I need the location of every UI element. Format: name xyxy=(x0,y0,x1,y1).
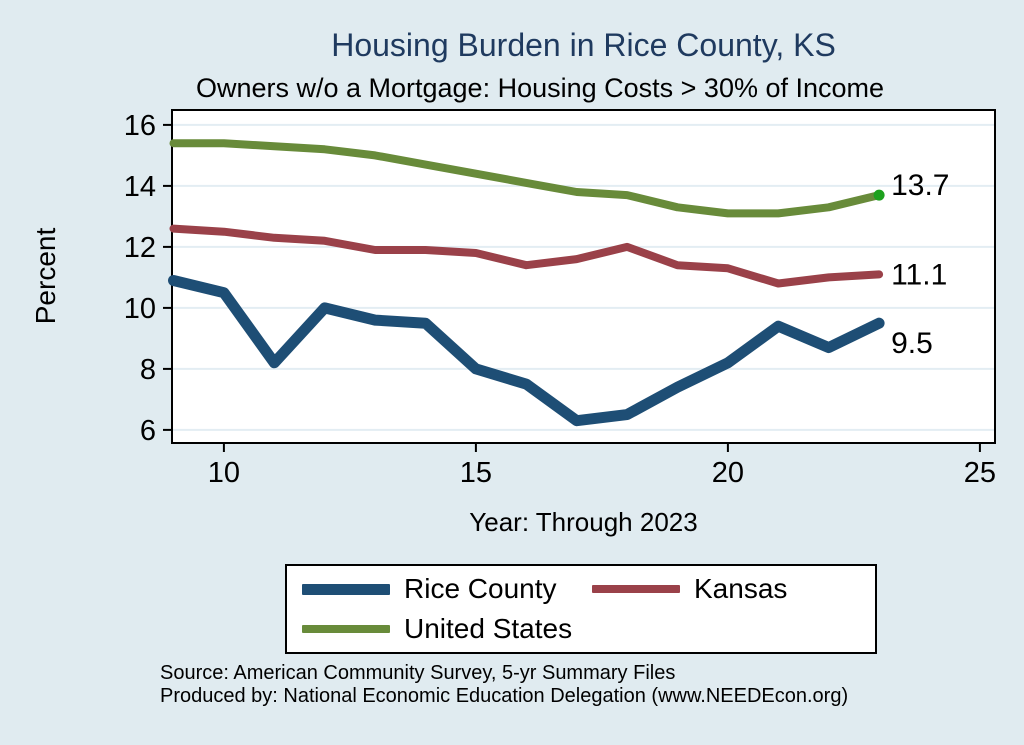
legend-label-united-states: United States xyxy=(404,613,573,644)
legend-label-kansas: Kansas xyxy=(694,573,788,604)
source-note: Source: American Community Survey, 5-yr … xyxy=(160,662,848,708)
legend-label-rice-county: Rice County xyxy=(404,573,557,604)
y-tick-label-16: 16 xyxy=(124,110,156,142)
series-line-kansas xyxy=(169,224,884,288)
end-value-label-united-states: 13.7 xyxy=(891,169,949,202)
last-point-marker-united-states xyxy=(873,189,885,201)
legend-swatch-rice-county xyxy=(302,583,390,595)
x-axis-label: Year: Through 2023 xyxy=(469,507,698,537)
x-tick-label-10: 10 xyxy=(208,457,240,489)
series-line-united-states xyxy=(169,139,884,218)
legend-item-kansas: Kansas xyxy=(592,573,875,605)
line-chart: 6 8 10 12 14 16 10 15 20 25 9.5 11.1 13.7 xyxy=(124,109,996,489)
y-tick-label-6: 6 xyxy=(140,415,156,447)
y-tick-label-8: 8 xyxy=(140,354,156,386)
series-line-rice-county xyxy=(168,275,885,427)
source-line-1: Source: American Community Survey, 5-yr … xyxy=(160,662,676,684)
legend-item-rice-county: Rice County xyxy=(302,573,592,605)
y-tick-label-14: 14 xyxy=(124,171,156,203)
x-tick-label-25: 25 xyxy=(964,457,996,489)
legend-item-united-states: United States xyxy=(302,613,592,645)
y-tick-label-12: 12 xyxy=(124,232,156,264)
legend-box: Rice County Kansas United States xyxy=(285,564,877,654)
chart-title: Housing Burden in Rice County, KS xyxy=(331,27,836,63)
source-line-2: Produced by: National Economic Education… xyxy=(160,685,849,707)
end-value-label-rice-county: 9.5 xyxy=(891,327,933,360)
y-tick-label-10: 10 xyxy=(124,293,156,325)
x-tick-label-15: 15 xyxy=(460,457,492,489)
x-tick-label-20: 20 xyxy=(712,457,744,489)
legend-swatch-united-states xyxy=(302,625,390,633)
legend-swatch-kansas xyxy=(592,585,680,593)
end-value-label-kansas: 11.1 xyxy=(891,258,947,291)
chart-subtitle: Owners w/o a Mortgage: Housing Costs > 3… xyxy=(195,73,885,103)
